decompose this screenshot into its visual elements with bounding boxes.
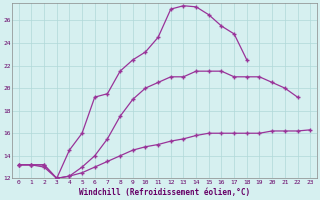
X-axis label: Windchill (Refroidissement éolien,°C): Windchill (Refroidissement éolien,°C) xyxy=(79,188,250,197)
